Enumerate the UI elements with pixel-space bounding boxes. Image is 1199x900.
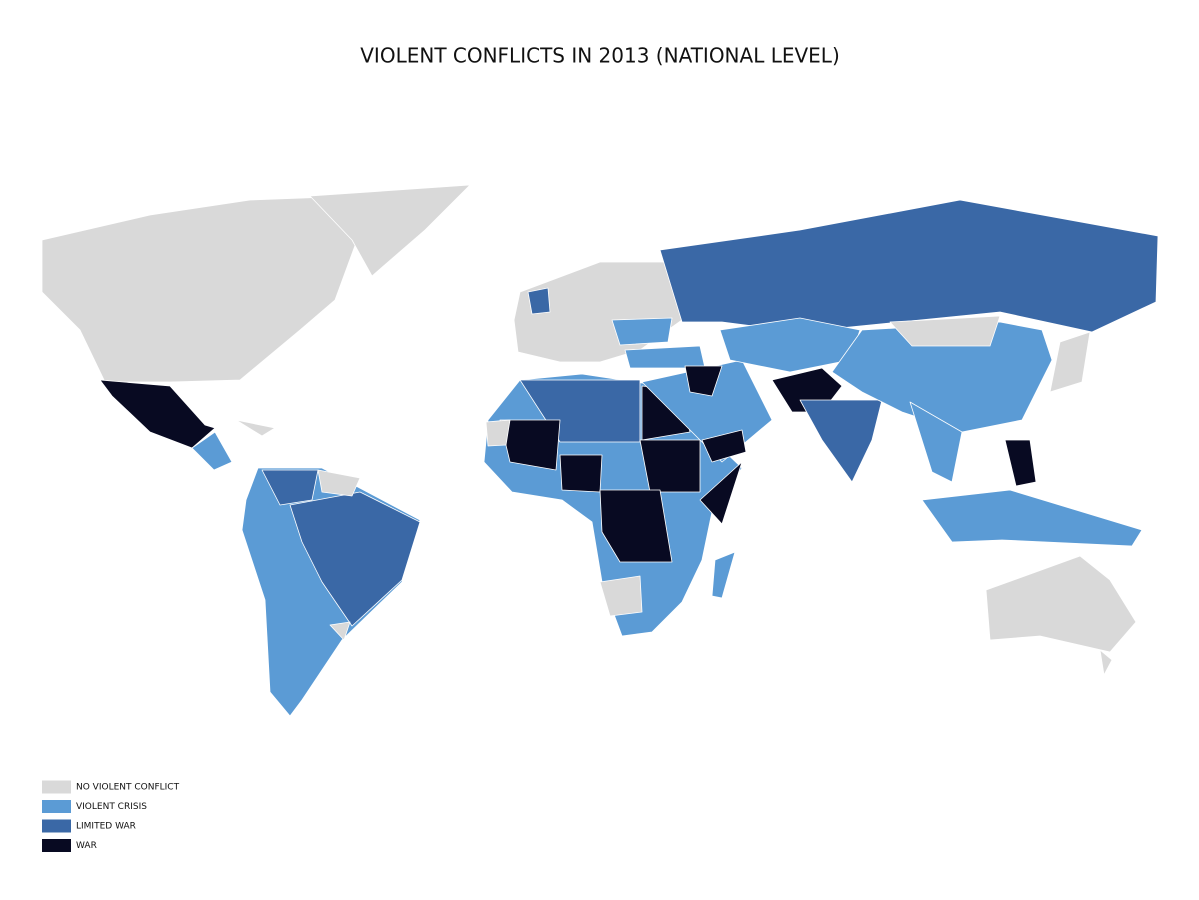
country-region: [1049, 331, 1091, 393]
legend-swatch: [42, 800, 71, 813]
country-region: [659, 199, 1159, 333]
country-region: [611, 317, 673, 346]
country-region: [235, 419, 276, 437]
country-region: [701, 429, 747, 463]
country-region: [599, 575, 643, 617]
legend-swatch: [42, 780, 71, 794]
country-region: [909, 401, 963, 483]
country-region: [485, 419, 511, 447]
country-region: [684, 365, 723, 397]
country-region: [889, 315, 1001, 347]
country-region: [624, 345, 706, 369]
legend-swatch: [42, 839, 71, 852]
country-region: [289, 491, 421, 627]
country-region: [317, 469, 361, 497]
country-region: [921, 489, 1143, 547]
country-region: [41, 196, 361, 383]
country-region: [711, 551, 736, 599]
world-map: [41, 184, 1159, 717]
legend-label: NO VIOLENT CONFLICT: [76, 783, 180, 793]
country-region: [309, 184, 471, 277]
country-region: [1004, 439, 1037, 487]
country-region: [261, 469, 319, 506]
country-region: [527, 287, 551, 315]
country-region: [799, 399, 883, 483]
country-region: [1099, 649, 1113, 676]
legend-label: VIOLENT CRISIS: [76, 802, 147, 812]
country-region: [985, 555, 1137, 653]
map-title: VIOLENT CONFLICTS IN 2013 (NATIONAL LEVE…: [360, 44, 840, 68]
country-region: [831, 321, 1053, 433]
country-region: [499, 419, 561, 471]
legend-label: WAR: [76, 841, 97, 851]
legend-swatch: [42, 819, 71, 833]
country-region: [599, 489, 673, 563]
country-region: [191, 431, 233, 471]
country-region: [639, 439, 701, 493]
country-region: [99, 379, 216, 449]
country-region: [699, 461, 743, 525]
country-region: [559, 454, 603, 493]
country-region: [329, 621, 351, 641]
legend-label: LIMITED WAR: [76, 822, 136, 832]
